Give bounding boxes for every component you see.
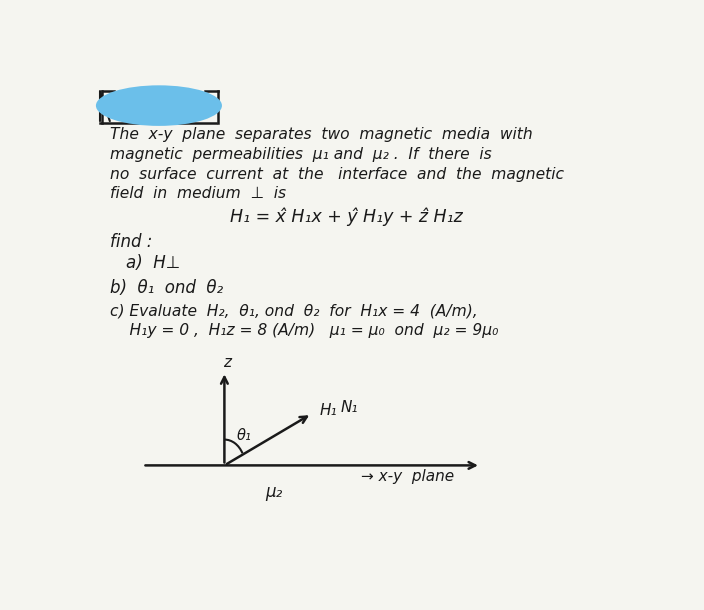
Text: no  surface  current  at  the   interface  and  the  magnetic: no surface current at the interface and … xyxy=(110,167,564,182)
Text: → x-y  plane: → x-y plane xyxy=(361,468,454,484)
Text: The  x-y  plane  separates  two  magnetic  media  with: The x-y plane separates two magnetic med… xyxy=(110,127,532,142)
Text: H₁ = x̂ H₁x + ŷ H₁y + ẑ H₁z: H₁ = x̂ H₁x + ŷ H₁y + ẑ H₁z xyxy=(230,207,463,226)
Text: N₁: N₁ xyxy=(341,400,358,415)
Text: μ₂: μ₂ xyxy=(265,483,282,501)
Text: c) Evaluate  H₂,  θ₁, ond  θ₂  for  H₁x = 4  (A/m),: c) Evaluate H₂, θ₁, ond θ₂ for H₁x = 4 (… xyxy=(110,303,477,318)
Text: θ₁: θ₁ xyxy=(237,428,251,443)
Ellipse shape xyxy=(96,85,222,126)
Text: H₁: H₁ xyxy=(320,403,337,418)
Text: z: z xyxy=(222,354,231,370)
Text: a)  H⊥: a) H⊥ xyxy=(126,254,180,271)
Text: field  in  medium  ⊥  is: field in medium ⊥ is xyxy=(110,187,286,201)
Text: find :: find : xyxy=(110,234,152,251)
Text: magnetic  permeabilities  μ₁ and  μ₂ .  If  there  is: magnetic permeabilities μ₁ and μ₂ . If t… xyxy=(110,147,491,162)
Text: b)  θ₁  ond  θ₂: b) θ₁ ond θ₂ xyxy=(110,279,223,297)
Text: H₁y = 0 ,  H₁z = 8 (A/m)   μ₁ = μ₀  ond  μ₂ = 9μ₀: H₁y = 0 , H₁z = 8 (A/m) μ₁ = μ₀ ond μ₂ =… xyxy=(110,323,498,338)
